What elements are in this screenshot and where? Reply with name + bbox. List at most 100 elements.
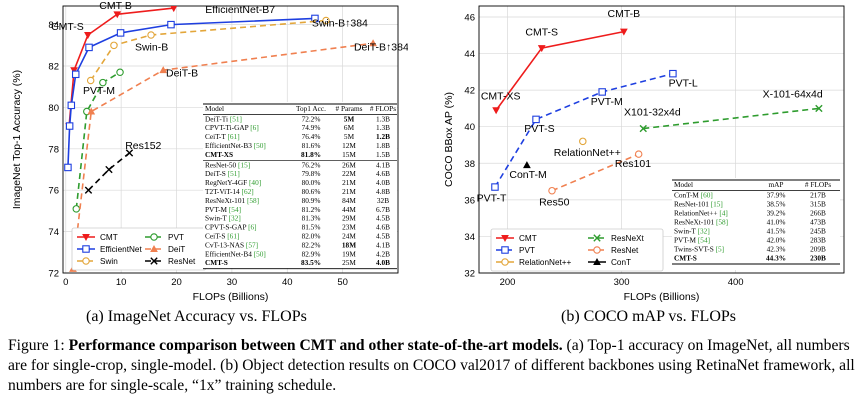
data-point (619, 28, 628, 36)
chart-coco: 32 34 36 38 40 42 44 46 200 300 400 FLOPs (Billions… (443, 5, 845, 303)
chart-imagenet: 72 74 76 78 80 82 84 0 10 20 30 40 50 FLOPs (Billions… (11, 0, 408, 303)
table-cell: 74.9% (302, 123, 321, 132)
subcaption-a: (a) ImageNet Accuracy vs. FLOPs (86, 308, 307, 325)
data-point (84, 32, 92, 40)
table-cell: 80.6% (302, 187, 321, 196)
table-cell: RegNetY-4GF [40] (205, 178, 261, 187)
table-cell: 19M (342, 249, 356, 258)
series-resnet (84, 149, 134, 194)
legend-marker (593, 234, 601, 242)
table-cell: CvT-13-NAS [57] (205, 240, 258, 249)
legend (490, 228, 664, 272)
table-cell: 37.9% (767, 191, 786, 200)
legend-entry: ResNeXt (611, 234, 644, 243)
point-annotation: CMT-XS (481, 90, 521, 102)
point-annotation: Swin-B↑384 (312, 18, 368, 30)
table-cell: ConT-M [60] (674, 191, 713, 200)
table-cell: 6.7B (376, 205, 390, 214)
table-cell: 283B (810, 236, 826, 245)
table-header: Model (205, 104, 224, 113)
data-point (579, 137, 587, 146)
caption-rest: (a) Top-1 accuracy on ImageNet, all numb… (8, 337, 855, 394)
point-annotation: EfficientNet-B7 (205, 4, 275, 16)
point-annotation: DeiT-B (166, 67, 198, 79)
table-cell: 80.9% (302, 196, 321, 205)
table-cell: 473B (810, 218, 826, 227)
table-cell: 81.8% (301, 150, 321, 159)
table-cell: 76.4% (302, 132, 321, 141)
y-tick-label: 76 (48, 186, 59, 197)
legend-entry: PVT (519, 246, 535, 255)
table-cell: 5M (344, 132, 355, 141)
table-cell: 4.1B (376, 160, 390, 169)
data-point (322, 16, 330, 25)
table-cell: 44M (342, 205, 356, 214)
series-relationnet- (579, 137, 587, 146)
table-cell: 4.0B (376, 258, 390, 267)
table-cell: ResNeXt-101 [58] (674, 218, 728, 227)
data-point (116, 29, 125, 37)
table-cell: 41.5% (767, 227, 786, 236)
y-tick-label: 32 (464, 269, 475, 280)
data-point (87, 107, 96, 115)
table-cell: 80.0% (302, 178, 321, 187)
data-point (634, 150, 643, 158)
x-tick-label: 50 (337, 277, 348, 288)
table-cell: 21M (342, 187, 356, 196)
legend-marker (593, 246, 601, 254)
table-cell: 32B (377, 196, 389, 205)
data-point (167, 20, 175, 29)
point-annotation: ConT-M (509, 169, 546, 181)
legend-entry: CMT (519, 234, 537, 243)
series-resnet (548, 150, 643, 195)
point-annotation: X-101-64x4d (763, 88, 823, 100)
y-tick-label: 74 (48, 227, 59, 238)
point-annotation: PVT-S (524, 123, 554, 135)
table-cell: CeiT-S [61] (205, 232, 239, 241)
series-resnext (639, 104, 823, 133)
table-cell: 18M (342, 240, 356, 249)
y-tick-label: 72 (48, 269, 59, 280)
x-tick-label: 10 (116, 277, 127, 288)
table-cell: 1.5B (376, 150, 390, 159)
table-cell: ResNet-101 [15] (674, 200, 723, 209)
table-cell: EfficientNet-B3 [50] (205, 141, 266, 150)
legend-entry: ResNet (168, 257, 196, 266)
data-point (70, 67, 78, 75)
series-line (90, 19, 327, 81)
point-annotation: DeiT-B↑384 (354, 42, 408, 54)
point-annotation: Swin-B (135, 42, 168, 54)
table-cell: 22M (342, 169, 356, 178)
data-point (85, 43, 93, 52)
legend-marker (150, 257, 158, 265)
legend-marker (82, 245, 90, 253)
table-cell: ResNet-50 [15] (205, 160, 250, 169)
table-cell: 1.2B (376, 132, 390, 141)
point-annotation: CMT-B (608, 8, 641, 20)
table-cell: Swin-T [32] (674, 227, 710, 236)
table-cell: EfficientNet-B4 [50] (205, 249, 266, 258)
table-cell: 4.5B (376, 232, 390, 241)
y-tick-label: 80 (48, 103, 59, 114)
table-cell: CeiT-T [61] (205, 132, 240, 141)
table-cell: 21M (342, 178, 356, 187)
table-cell: 39.2% (767, 209, 786, 218)
table-header: Model (674, 180, 693, 189)
series-line (75, 71, 121, 209)
table-cell: 230B (810, 254, 826, 263)
data-point (116, 68, 124, 76)
series-efficientnet (64, 14, 319, 172)
table-cell: 83.5% (301, 258, 321, 267)
table-cell: 5M (344, 114, 355, 123)
data-point (639, 124, 647, 133)
point-annotation: X101-32x4d (624, 107, 681, 119)
subcaption-b: (b) COCO mAP vs. FLOPs (561, 308, 736, 325)
data-point (491, 183, 499, 191)
table-cell: 4.6B (376, 169, 390, 178)
x-tick-label: 30 (227, 277, 238, 288)
table-background (203, 102, 397, 268)
data-point (99, 78, 107, 87)
point-annotation: PVT-M (83, 85, 115, 97)
table-cell: DeiT-S [51] (205, 169, 240, 178)
